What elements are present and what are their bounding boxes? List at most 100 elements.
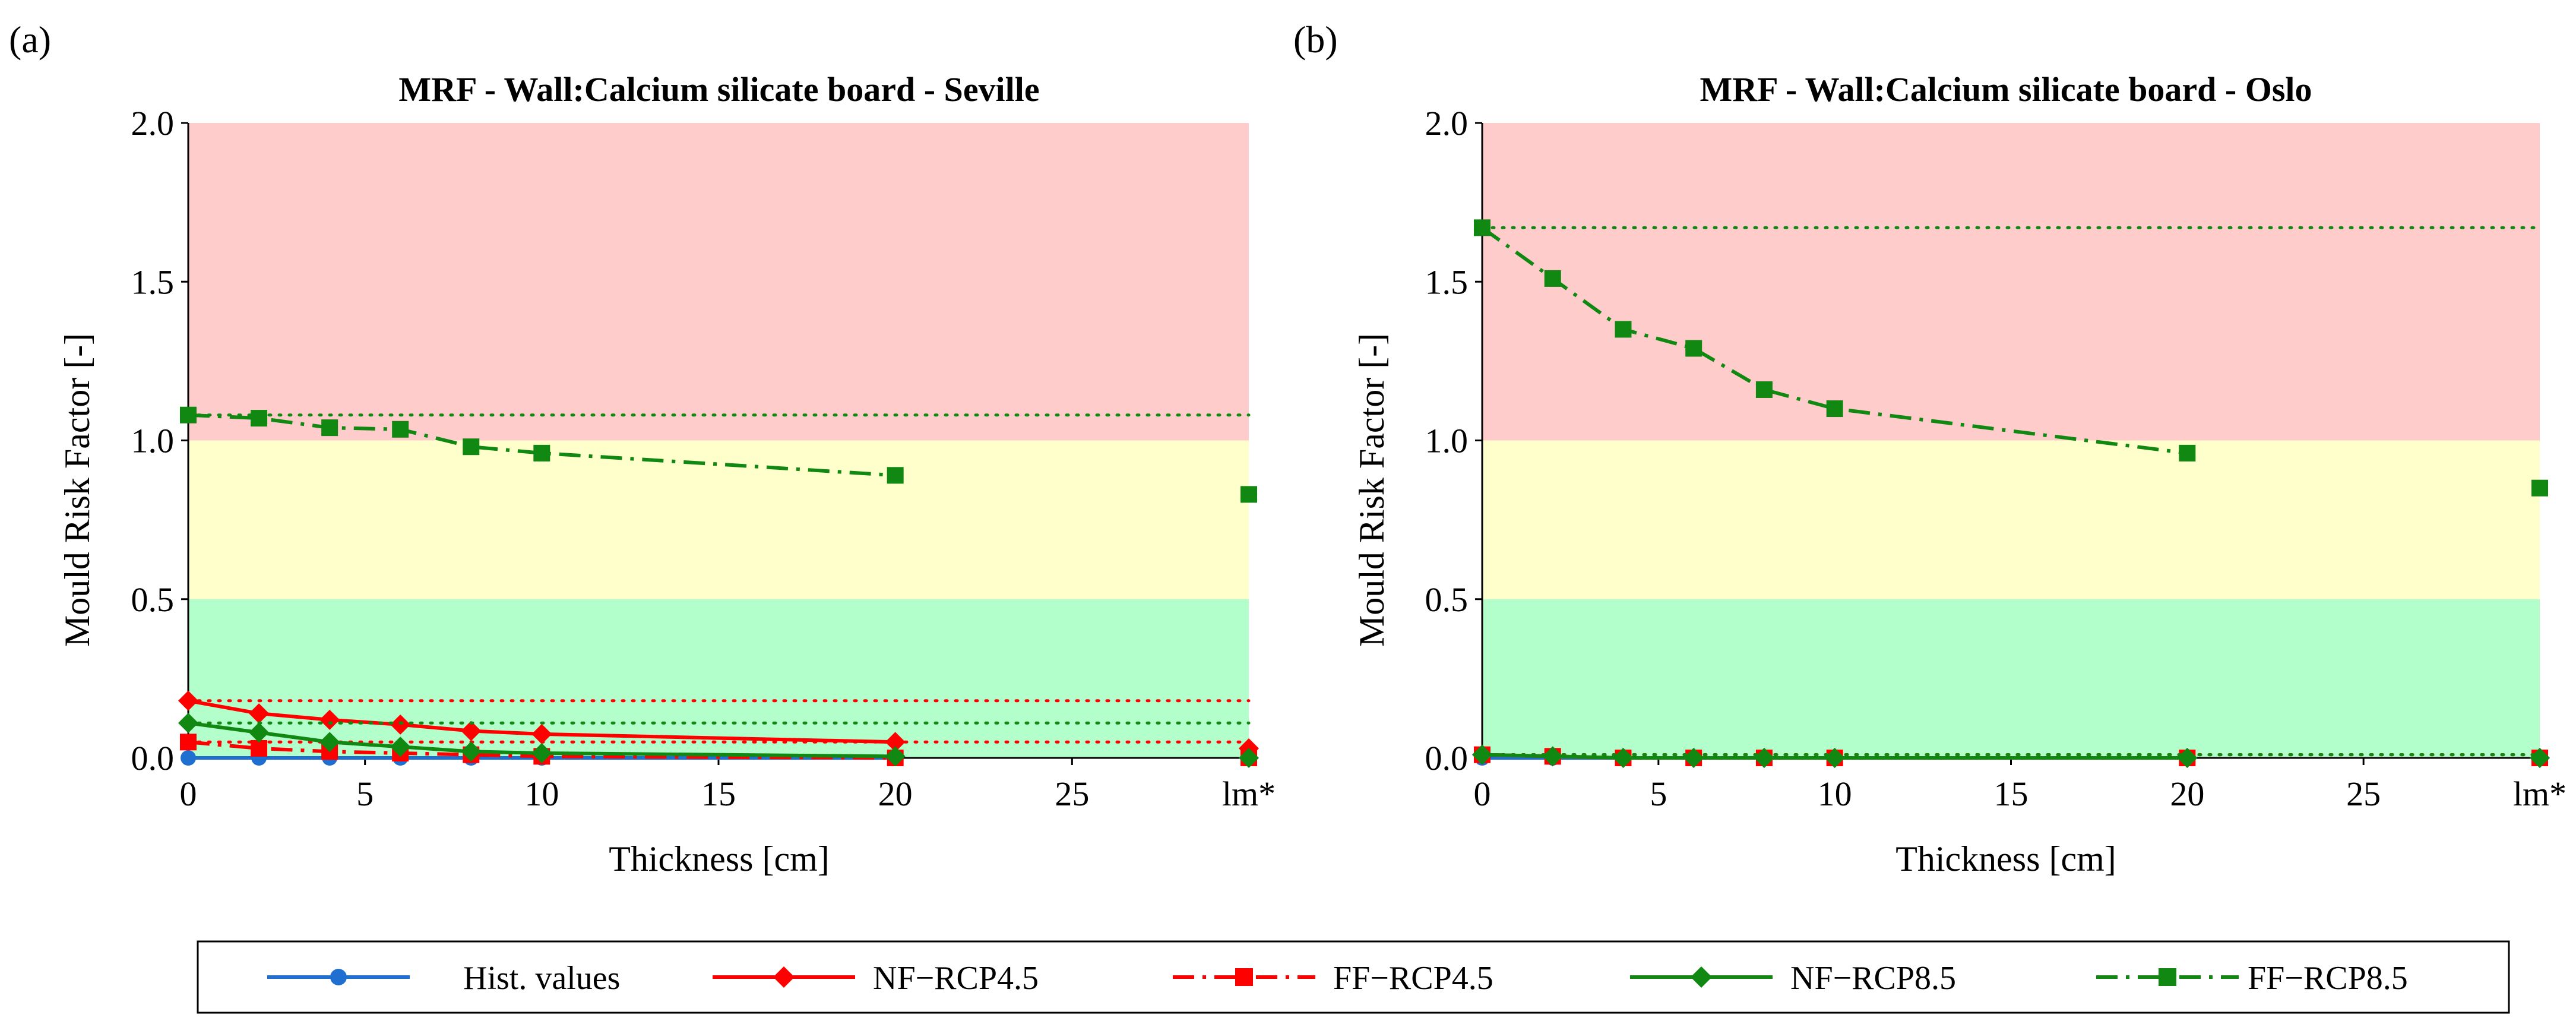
legend-marker-nf85	[1691, 966, 1712, 988]
chart-title-a: MRF - Wall:Calcium silicate board - Sevi…	[398, 70, 1039, 109]
point-4-0-a	[180, 406, 197, 423]
legend-marker-nf45	[773, 966, 795, 988]
risk-band-1-a	[188, 440, 1249, 599]
legend-box	[197, 940, 2510, 1014]
x-tick-label-5-a: 25	[1055, 775, 1089, 813]
series-1-a	[178, 690, 1259, 758]
point-3-5-b	[1824, 748, 1845, 768]
y-axis-label-a: Mould Risk Factor [-]	[58, 333, 97, 647]
point-1-4-a	[461, 720, 482, 741]
risk-band-2-b	[1482, 123, 2540, 441]
y-tick-label-1-b: 0.5	[1425, 580, 1469, 619]
point-1-3-a	[390, 714, 411, 735]
point-3-2-b	[1613, 748, 1634, 768]
risk-band-0-b	[1482, 599, 2540, 758]
point-0-0-a	[181, 750, 196, 766]
legend-label-hist: Hist. values	[463, 960, 620, 997]
legend-label-nf45: NF−RCP4.5	[873, 960, 1039, 997]
legend-item-ff85: FF−RCP8.5	[2096, 960, 2408, 997]
point-4-3-b	[1685, 340, 1702, 357]
point-1-2-a	[319, 709, 340, 730]
series-3-a	[178, 713, 1259, 768]
point-3-3-a	[390, 737, 411, 757]
x-tick-label-1-a: 5	[356, 775, 374, 813]
point-4-2-a	[321, 419, 338, 437]
legend-marker-ff45	[1235, 968, 1253, 986]
point-3-1-b	[1542, 746, 1563, 767]
point-3-3-b	[1683, 748, 1704, 768]
y-tick-label-4-b: 2.0	[1425, 104, 1469, 143]
series-4-a	[180, 406, 1257, 503]
point-4-6-b	[2179, 444, 2196, 462]
y-tick-label-2-b: 1.0	[1425, 422, 1469, 460]
x-tick-label-1-b: 5	[1650, 775, 1667, 813]
point-1-1-a	[249, 703, 270, 724]
legend-label-ff45: FF−RCP4.5	[1333, 960, 1493, 997]
x-tick-label-0-b: 0	[1474, 775, 1491, 813]
point-4-5-b	[1826, 400, 1843, 418]
point-1-5-a	[531, 723, 552, 744]
risk-band-0-a	[188, 599, 1249, 758]
point-lm-4-b	[2531, 479, 2548, 497]
y-tick-label-3-b: 1.5	[1425, 263, 1469, 301]
y-tick-label-0-a: 0.0	[131, 739, 175, 778]
point-4-1-b	[1544, 270, 1561, 287]
legend-label-nf85: NF−RCP8.5	[1790, 960, 1956, 997]
series-a	[178, 406, 1259, 768]
panel-b: (b) MRF - Wall:Calcium silicate board - …	[1293, 18, 2566, 878]
x-axis-label-b: Thickness [cm]	[1895, 839, 2116, 878]
point-3-6-a	[885, 746, 906, 767]
y-tick-label-3-a: 1.5	[131, 263, 175, 301]
y-tick-label-1-a: 0.5	[131, 580, 175, 619]
point-4-0-b	[1474, 219, 1490, 236]
point-3-0-b	[1472, 744, 1492, 765]
panel-label-b: (b)	[1293, 18, 1338, 61]
point-4-5-a	[533, 444, 550, 462]
chart-title-b: MRF - Wall:Calcium silicate board - Oslo	[1700, 70, 2312, 109]
risk-bands-b	[1482, 123, 2540, 758]
point-4-3-a	[392, 421, 409, 438]
point-lm-4-a	[1240, 486, 1257, 503]
point-3-1-a	[249, 722, 270, 743]
legend-marker-hist	[330, 969, 347, 985]
point-4-4-b	[1755, 381, 1773, 398]
x-tick-label-0-a: 0	[180, 775, 197, 813]
x-tick-label-3-b: 15	[1994, 775, 2028, 813]
y-tick-labels-b: 0.0 0.5 1.0 1.5 2.0	[1425, 104, 1482, 778]
panel-a: (a) MRF - Wall:Calcium silicate board - …	[9, 18, 1276, 878]
point-4-4-a	[463, 438, 480, 456]
risk-band-2-a	[188, 123, 1249, 441]
x-tick-label-6-b: lm*	[2513, 775, 2566, 813]
legend-marker-ff85	[2159, 968, 2176, 986]
x-tick-label-3-a: 15	[701, 775, 736, 813]
legend-item-nf85: NF−RCP8.5	[1630, 960, 1956, 997]
y-axis-label-b: Mould Risk Factor [-]	[1352, 333, 1391, 647]
x-tick-label-4-b: 20	[2170, 775, 2204, 813]
legend: Hist. values NF−RCP4.5 FF−RCP4.5 NF−RCP8…	[197, 940, 2510, 1014]
x-tick-label-2-a: 10	[524, 775, 559, 813]
point-4-2-b	[1615, 321, 1632, 338]
legend-item-hist: Hist. values	[267, 960, 620, 997]
point-2-0-a	[180, 734, 197, 751]
series-b	[1472, 219, 2550, 768]
point-4-6-a	[887, 467, 904, 484]
y-tick-label-2-a: 1.0	[131, 422, 175, 460]
risk-bands-a	[188, 123, 1249, 758]
x-axis-label-a: Thickness [cm]	[609, 839, 830, 878]
point-2-1-a	[251, 739, 268, 757]
legend-item-ff45: FF−RCP4.5	[1173, 960, 1493, 997]
point-3-4-a	[461, 741, 482, 762]
point-3-0-a	[178, 713, 198, 734]
x-tick-label-4-a: 20	[878, 775, 913, 813]
point-1-0-a	[178, 690, 198, 711]
legend-label-ff85: FF−RCP8.5	[2248, 960, 2408, 997]
point-lm-3-b	[2530, 748, 2550, 768]
series-4-b	[1474, 219, 2548, 497]
panel-label-a: (a)	[9, 18, 51, 61]
x-tick-label-5-b: 25	[2346, 775, 2381, 813]
x-tick-label-6-a: lm*	[1222, 775, 1276, 813]
x-tick-labels-b: 0 5 10 15 20 25 lm*	[1474, 758, 2566, 813]
y-tick-labels-a: 0.0 0.5 1.0 1.5 2.0	[131, 104, 188, 778]
point-3-6-b	[2177, 748, 2198, 768]
